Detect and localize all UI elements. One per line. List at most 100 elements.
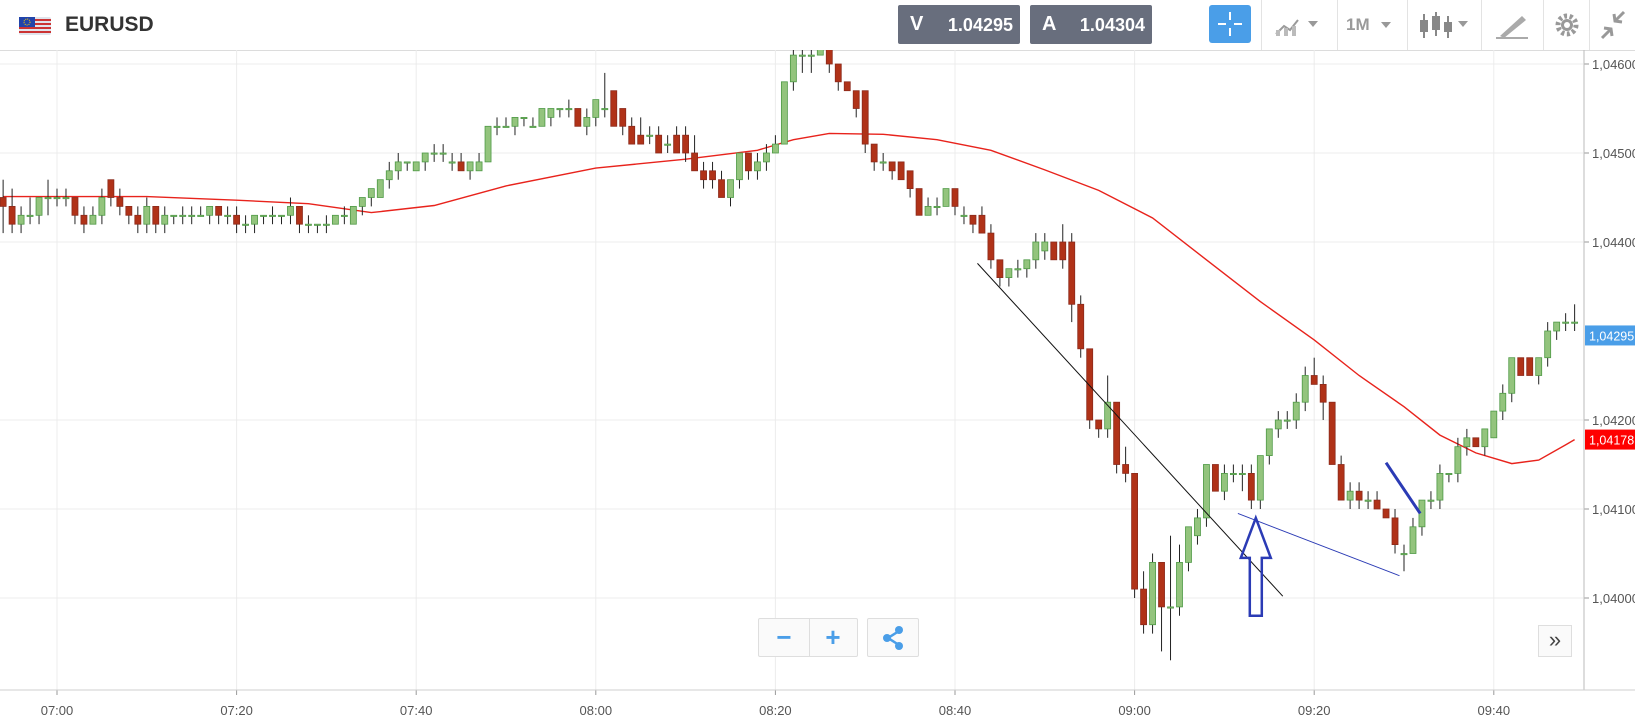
candle-body: [1328, 401, 1336, 465]
candle-body: [673, 134, 681, 154]
candle: [1499, 384, 1507, 420]
candle: [1229, 464, 1237, 483]
candle: [1059, 224, 1067, 269]
candle-body: [1391, 517, 1399, 545]
candle: [592, 99, 600, 127]
candle-body: [583, 117, 591, 127]
chart-type-button[interactable]: [1261, 0, 1337, 50]
candle: [62, 188, 70, 207]
x-tick-label: 09:40: [1478, 703, 1511, 718]
y-tick-label: 1,04100: [1592, 502, 1635, 517]
candle: [1247, 464, 1255, 509]
candle-body: [1023, 259, 1031, 270]
ask-button[interactable]: A 1.04304: [1030, 5, 1152, 44]
candle-body: [1149, 562, 1156, 626]
candle-style-button[interactable]: [1407, 0, 1482, 50]
candle-body: [1221, 472, 1228, 492]
candle-body: [816, 50, 824, 56]
candle: [1517, 357, 1525, 376]
candle-body: [62, 197, 70, 200]
candle-body: [628, 125, 636, 145]
candle-body: [412, 161, 420, 172]
price-chart[interactable]: 1,04000 1,04100 1,04200 1,04400 1,04500 1,046…: [0, 50, 1635, 726]
compress-button[interactable]: [1589, 0, 1635, 50]
candle: [134, 206, 142, 234]
candle-body: [538, 108, 546, 127]
candle-body: [188, 214, 196, 217]
candle: [1068, 233, 1076, 323]
candle-body: [682, 134, 689, 154]
candle: [1490, 410, 1498, 439]
candle-body: [610, 90, 618, 127]
candle: [331, 214, 339, 225]
candle-body: [763, 152, 770, 163]
candle: [1427, 491, 1435, 509]
candle: [0, 179, 7, 234]
axes-layer: 1,04000 1,04100 1,04200 1,04400 1,04500 1,046…: [0, 50, 1635, 718]
candle-body: [125, 205, 133, 216]
candle: [754, 153, 761, 180]
scroll-right-button[interactable]: »: [1538, 625, 1572, 657]
y-tick-label: 1,04500: [1592, 146, 1635, 161]
candle-body: [1571, 321, 1579, 324]
y-tick-label: 1,04600: [1592, 57, 1635, 72]
candle-body: [89, 214, 97, 225]
candle-body: [529, 125, 537, 128]
candle: [511, 117, 519, 136]
x-tick-label: 08:40: [939, 703, 972, 718]
candle-body: [951, 188, 959, 207]
candle: [978, 206, 986, 234]
candle: [44, 179, 52, 216]
candle-body: [987, 232, 995, 261]
candle-body: [331, 214, 339, 225]
candle: [763, 144, 770, 171]
candle-body: [547, 108, 555, 118]
timeframe-button[interactable]: 1M: [1337, 0, 1408, 50]
zoom-controls: − +: [758, 618, 858, 657]
share-button[interactable]: [867, 618, 919, 657]
candle-body: [1050, 241, 1058, 261]
candle-body: [996, 259, 1004, 279]
candle-body: [448, 161, 456, 164]
candle: [403, 161, 411, 171]
candle: [924, 197, 932, 216]
candle: [1104, 375, 1112, 438]
candle: [879, 153, 887, 171]
candle-body: [502, 125, 510, 128]
draw-tool-button[interactable]: [1481, 0, 1544, 50]
candle: [1023, 259, 1031, 278]
candle: [1122, 446, 1130, 483]
candle: [709, 161, 716, 189]
current-price-badge: 1,04295: [1585, 325, 1635, 346]
crosshair-button[interactable]: [1209, 5, 1251, 43]
candle-body: [1247, 472, 1255, 501]
bid-button[interactable]: V 1.04295: [898, 5, 1020, 44]
candle-body: [116, 197, 124, 207]
candle: [736, 152, 743, 189]
candle: [1337, 455, 1345, 501]
candle: [1050, 241, 1058, 261]
candle: [1113, 401, 1121, 474]
x-tick-label: 07:00: [41, 703, 74, 718]
candle-body: [206, 205, 214, 216]
candle: [1283, 411, 1291, 429]
candle: [780, 81, 788, 145]
x-tick-label: 09:00: [1118, 703, 1151, 718]
candle-body: [1158, 562, 1165, 608]
zoom-out-button[interactable]: −: [759, 619, 810, 656]
candle-body: [1463, 437, 1471, 448]
y-tick-label: 1,04200: [1592, 413, 1635, 428]
settings-button[interactable]: [1543, 0, 1590, 50]
candle-body: [484, 125, 492, 163]
current-price-badge-label: 1,04295: [1589, 329, 1634, 343]
zoom-in-button[interactable]: +: [825, 622, 841, 652]
candle-body: [134, 214, 142, 225]
draw-icon: [1496, 16, 1528, 39]
candle-body: [1167, 606, 1174, 609]
candle-body: [834, 63, 842, 83]
candle: [439, 144, 447, 162]
candle: [1167, 535, 1174, 661]
candle-body: [1454, 446, 1462, 474]
candle: [161, 206, 169, 234]
candle: [125, 205, 133, 225]
